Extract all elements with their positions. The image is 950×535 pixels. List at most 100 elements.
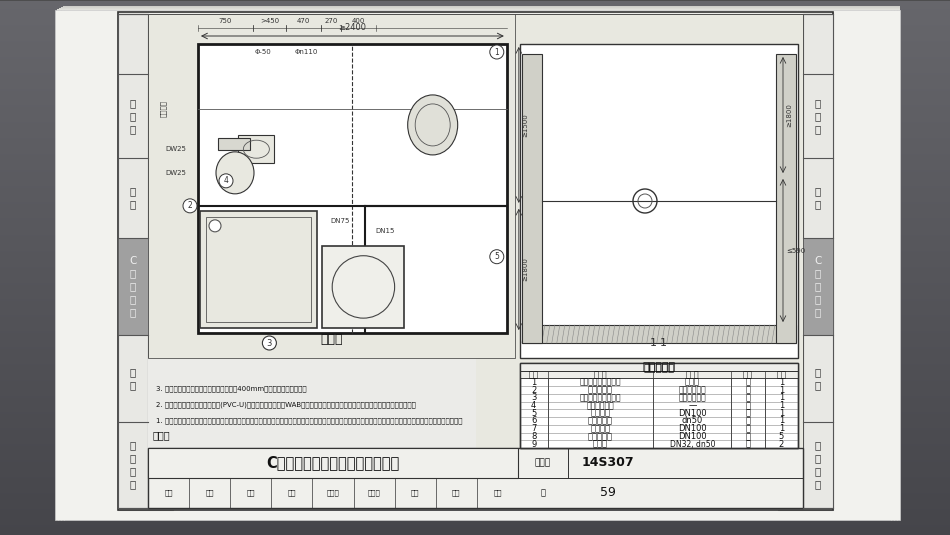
Text: 3: 3 [267,339,272,348]
Text: 图: 图 [130,479,136,490]
Text: 说: 说 [130,111,136,121]
Bar [148,14,803,508]
Bar [118,12,833,510]
Bar [520,363,798,448]
Text: 矿水: 矿水 [493,490,502,496]
Text: 套: 套 [746,401,750,410]
Bar [148,448,803,508]
Text: 点: 点 [130,454,136,463]
Text: —: — [688,401,696,410]
Text: 2. 本图排水支管采用硬聚氯乙烯(PVC-U)排水管。番水立管按WAB特痛单之管柔性接口机制储存排水管，不锈钢卡管连接给制。: 2. 本图排水支管采用硬聚氯乙烯(PVC-U)排水管。番水立管按WAB特痛单之管… [156,401,416,408]
Text: 个: 个 [746,416,750,425]
Text: 台: 台 [815,380,821,390]
Text: 1: 1 [779,409,784,418]
Bar [322,246,405,328]
Text: 1: 1 [779,416,784,425]
Text: 主要设备表: 主要设备表 [643,362,674,372]
Bar [520,371,798,378]
Text: 不锈钢卡管: 不锈钢卡管 [588,432,613,441]
Bar [120,14,831,508]
Text: >450: >450 [260,18,279,24]
Text: 2: 2 [531,386,537,394]
Circle shape [490,250,504,264]
Text: DW25: DW25 [165,171,186,177]
Text: 数量: 数量 [776,370,787,379]
Bar [520,363,798,371]
Bar [803,238,833,335]
Text: 3: 3 [531,393,537,402]
Text: 半掩盖合水嘴洁器盒: 半掩盖合水嘴洁器盒 [580,378,621,387]
Text: 型: 型 [815,269,821,279]
Text: 卫: 卫 [815,281,821,292]
Bar [206,217,312,322]
Text: 污水立管: 污水立管 [591,409,611,418]
Text: 坐式大便器: 坐式大便器 [588,386,613,394]
Text: 1: 1 [779,424,784,433]
Text: 校对: 校对 [288,490,296,496]
Text: 400: 400 [352,18,365,24]
Text: 半柜水管元郎边浴盆: 半柜水管元郎边浴盆 [580,393,621,402]
Text: C: C [129,256,137,265]
Bar [61,7,900,517]
Text: 说明：: 说明： [153,430,171,440]
Text: 间: 间 [130,308,136,317]
Text: ≤590: ≤590 [786,248,806,254]
Text: 5: 5 [779,432,784,441]
Text: 点: 点 [815,454,821,463]
Text: 59: 59 [600,486,616,500]
Text: 套: 套 [746,432,750,441]
Text: 铁锈盈王先止: 铁锈盈王先止 [678,393,706,402]
Text: 明: 明 [130,124,136,134]
Text: DN100: DN100 [678,432,707,441]
Text: 设计: 设计 [411,490,420,496]
Text: 7: 7 [531,424,537,433]
Text: 厨: 厨 [130,187,136,196]
Text: 详: 详 [130,467,136,477]
Text: 2: 2 [188,201,192,210]
Text: 柴文华: 柴文华 [327,490,339,496]
Circle shape [490,45,504,59]
Text: 14S307: 14S307 [581,456,635,470]
Bar [522,54,542,343]
Bar [63,6,900,516]
Text: 1-1: 1-1 [650,338,668,348]
Bar [776,54,796,343]
Text: DN100: DN100 [678,424,707,433]
Text: 挂墙式: 挂墙式 [685,378,700,387]
Text: dn50: dn50 [682,416,703,425]
Text: 全自动洗衣机: 全自动洗衣机 [586,401,615,410]
Text: DW25: DW25 [165,146,186,152]
Bar [218,138,250,150]
Text: 470: 470 [296,18,311,24]
Bar [55,10,900,520]
Text: 导流三道: 导流三道 [591,424,611,433]
Bar [57,9,900,519]
Text: 3. 本卫生间下部布置同构造适用于抗压为400mm等尺寸的坐式大大器。: 3. 本卫生间下部布置同构造适用于抗压为400mm等尺寸的坐式大大器。 [156,385,307,392]
Text: 明: 明 [815,124,821,134]
Text: 根: 根 [746,409,750,418]
Text: 万水: 万水 [452,490,461,496]
Text: 有水封地漏: 有水封地漏 [588,416,613,425]
Text: 9: 9 [531,440,537,449]
Text: 个: 个 [746,424,750,433]
Text: 4: 4 [531,401,537,410]
Text: ≥1800: ≥1800 [786,103,792,127]
Text: 规 格: 规 格 [686,370,698,379]
Bar [59,8,900,518]
Bar [148,358,476,448]
Text: 说: 说 [815,111,821,121]
Text: 5: 5 [494,252,500,261]
Text: DN75: DN75 [330,218,350,224]
Circle shape [209,220,221,232]
Bar [520,44,798,358]
Text: 阳: 阳 [815,367,821,377]
Text: 编号: 编号 [529,370,539,379]
Text: 图集号: 图集号 [535,458,551,468]
Text: 1: 1 [779,378,784,387]
Bar [118,14,148,508]
Text: 厨: 厨 [815,187,821,196]
Bar [803,14,833,508]
Text: ≥1500: ≥1500 [522,113,528,137]
Ellipse shape [216,152,254,194]
Text: Φn110: Φn110 [294,49,317,55]
